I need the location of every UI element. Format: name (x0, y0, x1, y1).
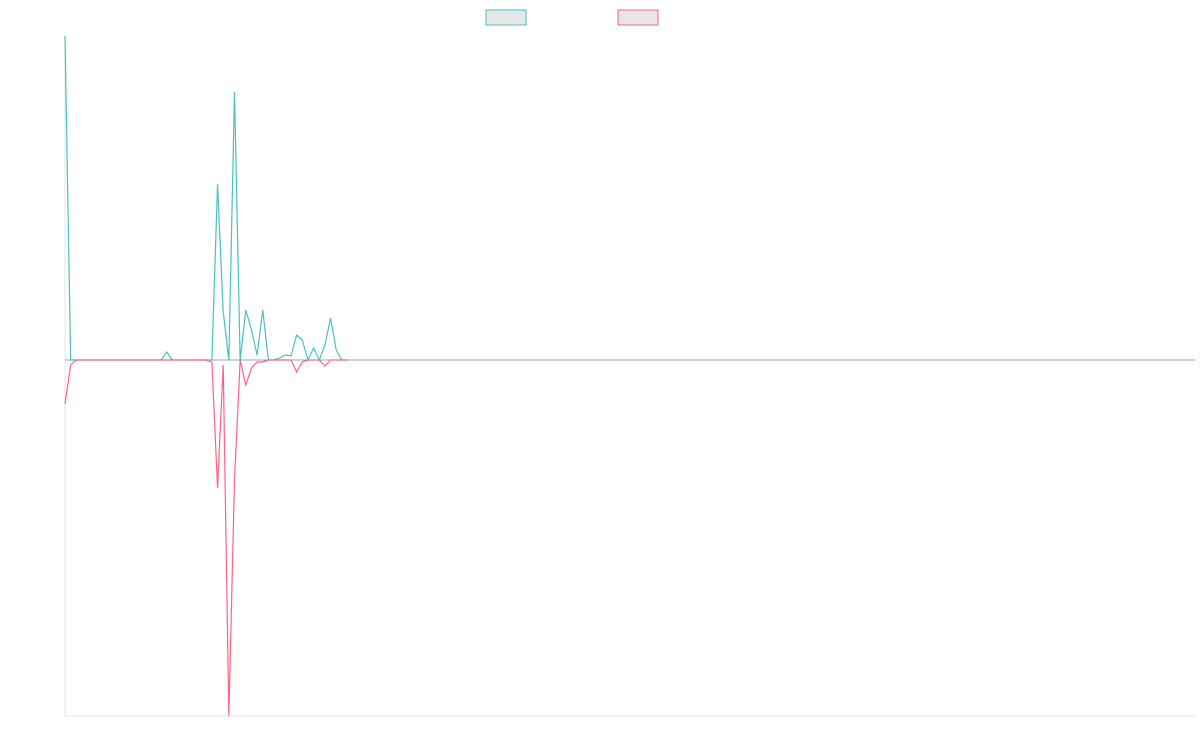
series-line (64, 359, 348, 717)
legend-swatch (485, 9, 527, 26)
legend-swatch (617, 9, 659, 26)
series-line (64, 35, 348, 362)
